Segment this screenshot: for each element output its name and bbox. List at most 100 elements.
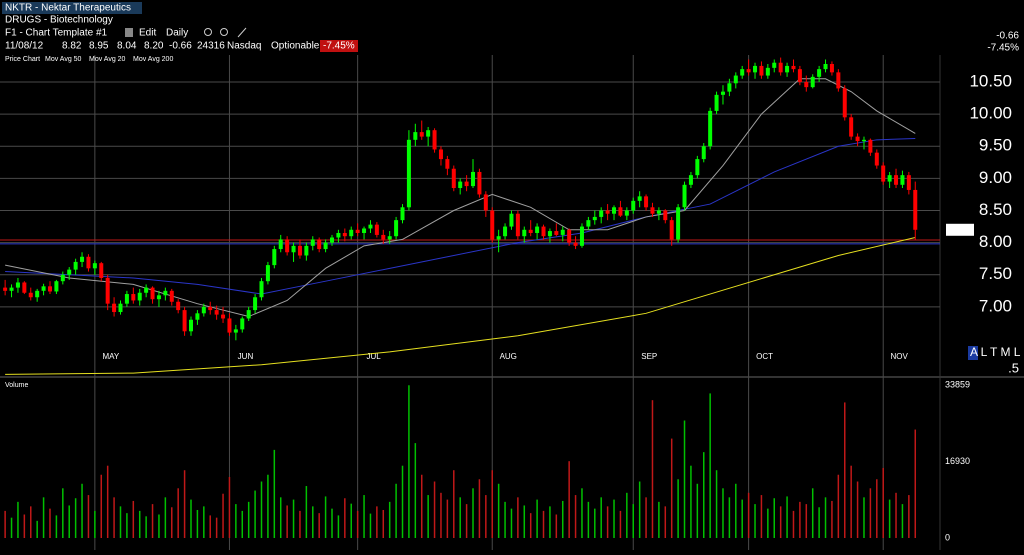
volume-bar xyxy=(696,483,699,538)
volume-bar xyxy=(485,495,487,538)
candle-body xyxy=(573,242,578,246)
candle-body xyxy=(714,94,719,111)
symbol[interactable]: NKTR - Nektar Therapeutics xyxy=(5,3,131,14)
candle-body xyxy=(650,207,655,214)
candle-body xyxy=(432,130,437,150)
candle-body xyxy=(99,263,104,278)
candle-body xyxy=(913,189,918,230)
volume-bar xyxy=(292,499,295,538)
volume-bar xyxy=(106,465,109,538)
template[interactable]: F1 - Chart Template #1 xyxy=(5,28,108,39)
y-tick-label: 9.00 xyxy=(979,168,1012,187)
candle-body xyxy=(445,159,450,169)
candle-body xyxy=(131,294,136,301)
volume-bar xyxy=(472,488,474,538)
volume-bar xyxy=(517,497,519,538)
corner-tools[interactable]: A L T M L xyxy=(970,345,1021,359)
volume-bar xyxy=(10,517,13,538)
volume-bar xyxy=(914,429,917,538)
draw-tool[interactable] xyxy=(237,27,247,38)
candle-body xyxy=(451,168,456,189)
candle-body xyxy=(656,210,661,214)
volume-bar xyxy=(49,508,51,538)
quote-pct: -7.45% xyxy=(323,41,355,52)
volume-bar xyxy=(100,474,103,538)
candle-body xyxy=(631,200,636,211)
volume-bar xyxy=(395,483,397,538)
candle-body xyxy=(868,139,873,153)
volume-bar xyxy=(728,497,731,538)
volume-bar xyxy=(568,461,570,538)
candle-body xyxy=(567,229,572,243)
volume-bar xyxy=(882,467,884,538)
candle-body xyxy=(804,81,809,88)
candle-body xyxy=(688,175,693,185)
candle-body xyxy=(676,207,681,240)
volume-bar xyxy=(376,506,378,538)
edit-button[interactable]: Edit xyxy=(139,28,156,39)
candle-body xyxy=(208,306,213,311)
volume-bar xyxy=(446,499,449,538)
candle-body xyxy=(156,295,161,300)
y-tick-label: 7.50 xyxy=(979,264,1012,283)
y-tick-label: 7.00 xyxy=(979,296,1012,315)
optionable: Optionable xyxy=(271,41,320,52)
candle-body xyxy=(541,226,546,237)
volume-bar xyxy=(504,501,506,538)
volume-bar xyxy=(299,510,301,538)
volume-bar xyxy=(831,500,833,538)
legend-entry: Mov Avg 200 xyxy=(133,56,173,63)
volume-bar xyxy=(811,488,814,538)
candle-body xyxy=(355,229,360,233)
candle-body xyxy=(817,69,822,77)
volume-bar xyxy=(465,504,468,538)
volume-bar xyxy=(523,505,526,538)
volume-bar xyxy=(549,506,551,538)
volume-bar xyxy=(888,499,891,538)
candle-body xyxy=(855,136,860,142)
volume-bar xyxy=(203,506,205,538)
candle-body xyxy=(874,152,879,166)
volume-bar xyxy=(17,501,19,538)
volume-bar xyxy=(286,505,288,538)
candle-body xyxy=(778,62,783,73)
quote-date: 11/08/12 xyxy=(5,41,44,52)
candle-body xyxy=(592,216,597,221)
candle-body xyxy=(118,303,123,313)
quote-change: -0.66 xyxy=(169,41,192,52)
quote-close: 8.20 xyxy=(144,41,164,52)
zoom-out[interactable] xyxy=(220,28,228,36)
volume-bar xyxy=(908,495,910,538)
period[interactable]: Daily xyxy=(166,28,188,39)
volume-bar xyxy=(626,492,628,538)
edit-icon[interactable] xyxy=(125,28,133,37)
volume-bar xyxy=(113,497,115,538)
candle-body xyxy=(278,239,283,250)
candle-body xyxy=(554,231,559,235)
volume-bar xyxy=(754,504,756,538)
quote-low: 8.04 xyxy=(117,41,137,52)
volume-bar xyxy=(895,492,897,538)
candle-body xyxy=(861,139,866,142)
volume-bar xyxy=(606,506,609,538)
candle-body xyxy=(323,242,328,250)
volume-bar xyxy=(561,500,564,538)
candle-body xyxy=(112,303,117,313)
volume-bar xyxy=(420,474,423,538)
volume-bar xyxy=(645,497,647,538)
candle-body xyxy=(259,281,264,298)
candle-body xyxy=(188,319,193,332)
candle-body xyxy=(644,196,649,208)
zoom-in[interactable] xyxy=(204,28,212,36)
volume-bar xyxy=(555,514,558,538)
candle-body xyxy=(272,249,277,266)
candle-body xyxy=(759,65,764,76)
last-price-tag xyxy=(946,223,974,236)
candle-body xyxy=(400,207,405,221)
x-tick-label: JUN xyxy=(238,352,254,361)
candle-body xyxy=(906,175,911,190)
candle-body xyxy=(618,207,623,216)
group[interactable]: DRUGS - Biotechnology xyxy=(5,15,113,26)
candle-body xyxy=(330,237,335,243)
